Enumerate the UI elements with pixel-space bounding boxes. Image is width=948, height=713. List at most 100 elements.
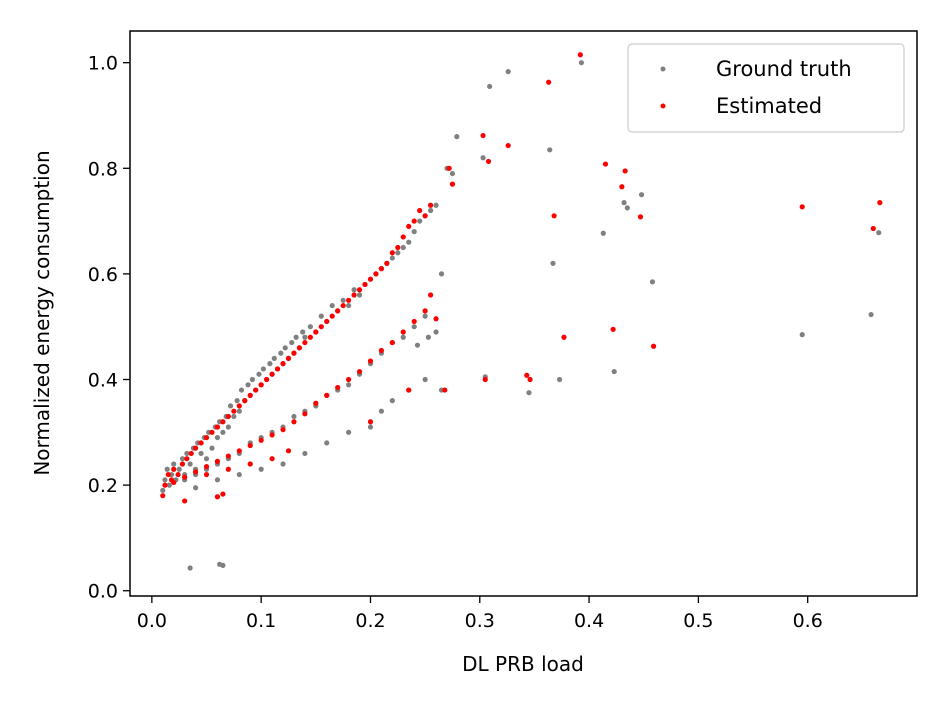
data-point bbox=[214, 424, 221, 430]
data-point bbox=[454, 134, 460, 140]
data-point bbox=[406, 223, 412, 229]
data-point bbox=[427, 202, 434, 208]
data-point bbox=[280, 461, 286, 467]
data-point bbox=[278, 350, 284, 356]
data-point bbox=[425, 334, 431, 340]
data-point bbox=[551, 213, 557, 219]
data-point bbox=[198, 440, 204, 446]
y-tick-label: 1.0 bbox=[88, 53, 118, 75]
data-point bbox=[184, 456, 190, 462]
data-point bbox=[324, 318, 330, 325]
data-point bbox=[280, 427, 286, 433]
data-point bbox=[422, 308, 428, 314]
data-point bbox=[868, 311, 874, 318]
data-point bbox=[346, 382, 352, 388]
data-point bbox=[577, 52, 583, 58]
x-tick-label: 0.2 bbox=[355, 610, 385, 632]
data-point bbox=[198, 450, 204, 457]
data-point bbox=[162, 477, 168, 483]
data-point bbox=[556, 376, 563, 383]
data-point bbox=[285, 448, 292, 454]
data-point bbox=[546, 79, 552, 85]
data-point bbox=[192, 485, 199, 491]
data-point bbox=[621, 200, 627, 206]
y-tick-label: 0.0 bbox=[88, 581, 118, 603]
series-estimated bbox=[160, 52, 883, 504]
data-point bbox=[400, 244, 406, 251]
y-tick-label: 0.2 bbox=[88, 475, 118, 497]
data-point bbox=[176, 466, 182, 472]
data-point bbox=[505, 142, 511, 149]
data-point bbox=[395, 244, 401, 251]
x-tick-label: 0.3 bbox=[465, 610, 495, 632]
data-point bbox=[203, 456, 210, 462]
data-point bbox=[269, 432, 275, 438]
legend-marker-ground-truth bbox=[660, 66, 666, 72]
data-point bbox=[307, 324, 313, 330]
data-point bbox=[329, 302, 335, 309]
data-point bbox=[171, 466, 177, 472]
data-point bbox=[346, 297, 352, 303]
data-point bbox=[214, 477, 221, 483]
data-point bbox=[446, 165, 452, 171]
data-point bbox=[291, 419, 297, 425]
data-point bbox=[258, 437, 264, 443]
data-point bbox=[433, 316, 439, 322]
data-point bbox=[236, 403, 242, 409]
data-point bbox=[600, 230, 606, 236]
data-point bbox=[449, 181, 456, 187]
legend-label-ground-truth: Ground truth bbox=[716, 57, 852, 81]
data-point bbox=[209, 429, 215, 435]
data-point bbox=[389, 398, 395, 404]
data-point bbox=[258, 466, 264, 472]
data-point bbox=[638, 192, 645, 198]
data-point bbox=[203, 434, 210, 441]
data-point bbox=[188, 450, 194, 457]
data-point bbox=[367, 419, 374, 425]
data-point bbox=[526, 390, 532, 396]
data-point bbox=[162, 482, 168, 488]
data-point bbox=[318, 324, 324, 330]
data-point bbox=[236, 448, 242, 454]
x-tick-label: 0.4 bbox=[574, 610, 604, 632]
data-point bbox=[242, 398, 248, 404]
data-point bbox=[225, 466, 231, 472]
data-point bbox=[269, 456, 275, 462]
data-point bbox=[260, 366, 266, 372]
data-point bbox=[192, 469, 199, 475]
data-point bbox=[356, 292, 363, 298]
data-point bbox=[274, 366, 281, 372]
data-point bbox=[293, 334, 299, 340]
data-point bbox=[264, 376, 270, 383]
data-point bbox=[296, 345, 303, 351]
data-point bbox=[203, 464, 210, 470]
data-point bbox=[414, 342, 421, 348]
data-point bbox=[238, 387, 245, 393]
data-point bbox=[291, 350, 297, 356]
data-point bbox=[505, 69, 511, 75]
data-point bbox=[164, 466, 170, 472]
data-point bbox=[256, 371, 262, 377]
data-point bbox=[547, 147, 553, 153]
data-point bbox=[282, 345, 288, 351]
data-point bbox=[187, 461, 193, 467]
data-point bbox=[214, 458, 221, 464]
y-axis-ticks: 0.0 0.2 0.4 0.6 0.8 1.0 bbox=[88, 53, 130, 603]
data-point bbox=[799, 332, 805, 338]
data-point bbox=[346, 302, 352, 309]
data-point bbox=[356, 287, 363, 293]
data-point bbox=[411, 318, 417, 325]
data-point bbox=[231, 413, 237, 420]
data-point bbox=[877, 200, 883, 206]
data-point bbox=[249, 376, 256, 383]
data-point bbox=[346, 429, 352, 435]
data-point bbox=[624, 205, 630, 211]
data-point bbox=[442, 387, 448, 393]
data-point bbox=[524, 372, 530, 378]
data-point bbox=[650, 343, 657, 349]
data-point bbox=[253, 387, 259, 393]
data-point bbox=[422, 376, 428, 383]
data-point bbox=[302, 411, 308, 417]
data-point bbox=[400, 234, 406, 240]
legend-label-estimated: Estimated bbox=[716, 94, 822, 118]
